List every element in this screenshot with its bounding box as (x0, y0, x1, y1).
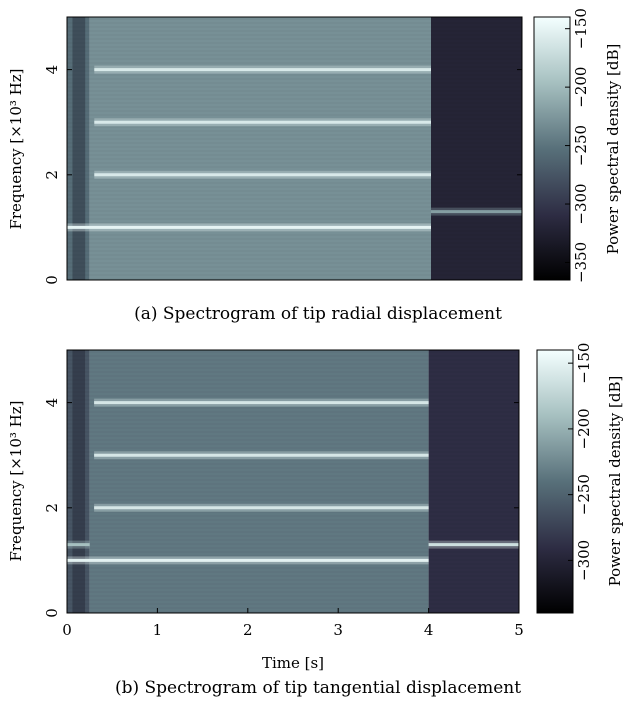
panel-a-ylabel: Frequency [×10³ Hz] (7, 68, 25, 229)
panel-a-colorbar-label: Power spectral density [dB] (604, 44, 622, 255)
panel-b-plot-area (67, 350, 519, 613)
panel-a-plot-area (67, 17, 522, 280)
colorbar-tick-label: −250 (572, 125, 590, 166)
panel-a-colorbar-ticks: −350 −300 −250 −200 −150 (565, 8, 590, 283)
x-tick-label: 0 (62, 621, 72, 639)
spectrogram-region (431, 17, 522, 280)
y-tick-label: 2 (43, 170, 61, 180)
x-tick-label: 3 (333, 621, 343, 639)
spectrogram-region (89, 17, 431, 280)
y-tick-label: 2 (43, 503, 61, 513)
panel-b-ylabel: Frequency [×10³ Hz] (7, 400, 25, 561)
spectrogram-region (89, 350, 429, 613)
panel-b-xlabel: Time [s] (262, 654, 324, 672)
panel-b-colorbar-ticks: −300 −250 −200 −150 (568, 343, 593, 581)
panel-b-caption: (b) Spectrogram of tip tangential displa… (115, 678, 521, 698)
spectrogram-region (428, 350, 519, 613)
colorbar-tick-label: −350 (572, 242, 590, 283)
panel-b-colorbar (536, 349, 574, 614)
colorbar-tick-label: −250 (575, 474, 593, 515)
colorbar-tick-label: −300 (575, 540, 593, 581)
panel-a-frame (66, 16, 523, 281)
spectrogram-region (67, 17, 90, 280)
spectrogram-region (67, 350, 90, 613)
panel-a-caption: (a) Spectrogram of tip radial displaceme… (134, 304, 502, 324)
panel-b-x-axis: 0 1 2 3 4 5 (62, 608, 524, 639)
colorbar-tick-label: −200 (572, 67, 590, 108)
colorbar-tick-label: −300 (572, 183, 590, 224)
x-tick-label: 1 (153, 621, 163, 639)
y-tick-label: 4 (43, 398, 61, 408)
panel-a: 0 2 4 Frequency [×10³ Hz] −350 −300 −250 −200… (7, 8, 622, 324)
y-tick-label: 0 (43, 275, 61, 285)
x-tick-label: 2 (243, 621, 253, 639)
y-tick-label: 4 (43, 65, 61, 75)
startup-transient (72, 17, 86, 280)
x-tick-label: 5 (514, 621, 524, 639)
panel-a-y-axis: 0 2 4 (43, 65, 522, 285)
x-tick-label: 4 (424, 621, 434, 639)
startup-transient (72, 350, 86, 613)
colorbar-tick-label: −150 (572, 8, 590, 49)
y-tick-label: 0 (43, 608, 61, 618)
panel-a-colorbar (533, 16, 571, 281)
colorbar-tick-label: −200 (575, 408, 593, 449)
panel-b-frame (66, 349, 520, 614)
panel-b-y-axis: 0 2 4 (43, 398, 519, 618)
colorbar-tick-label: −150 (575, 343, 593, 384)
panel-b-colorbar-label: Power spectral density [dB] (606, 376, 624, 587)
